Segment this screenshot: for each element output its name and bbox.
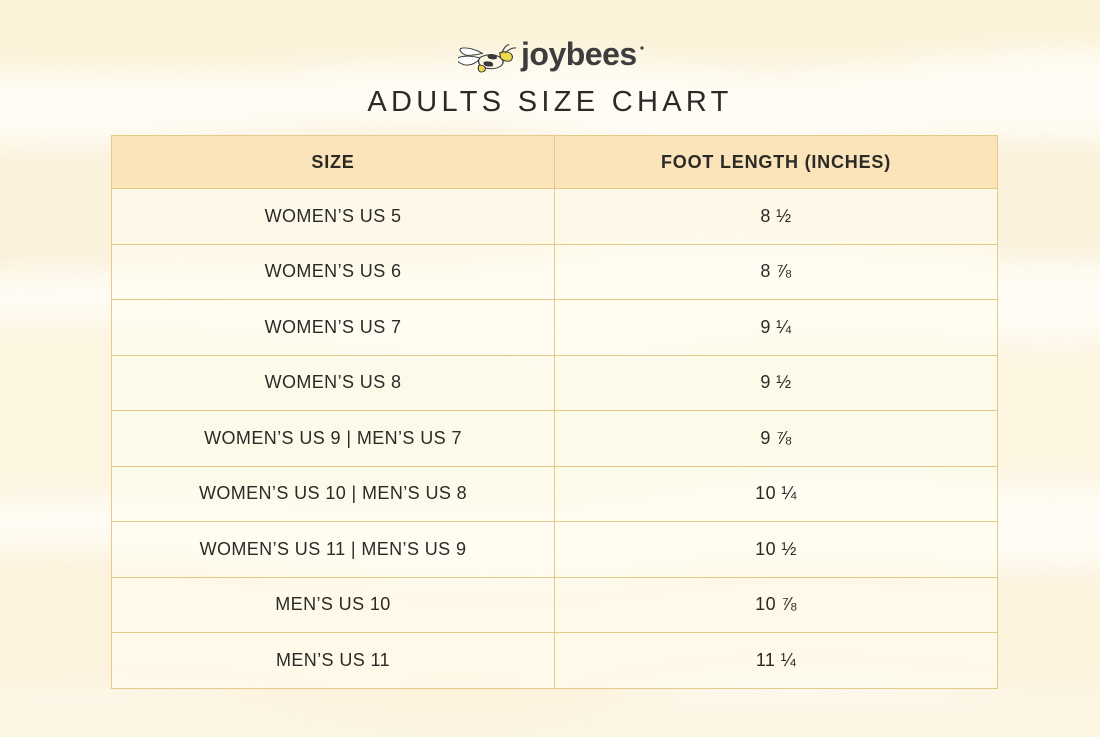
svg-text:joybees: joybees (520, 36, 637, 72)
